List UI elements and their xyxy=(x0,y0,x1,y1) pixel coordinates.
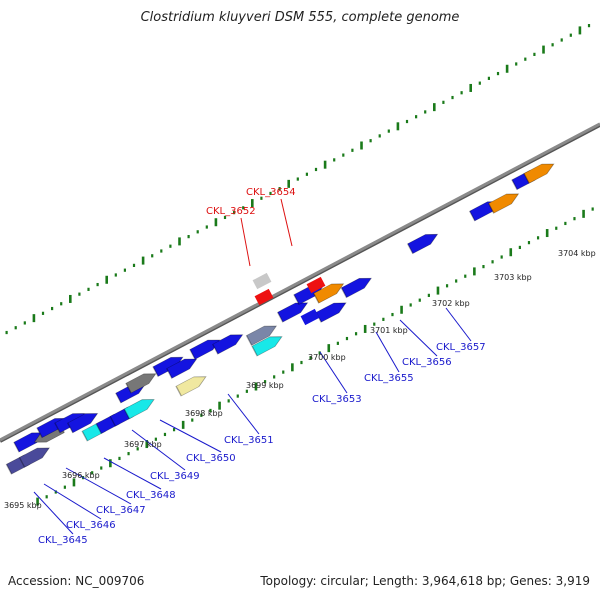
gene-blue xyxy=(66,413,99,434)
accession-text: Accession: NC_009706 xyxy=(8,574,145,588)
leader-line xyxy=(131,429,186,471)
leader-line xyxy=(103,457,162,490)
gene-orange xyxy=(312,283,345,304)
kbp-label: 3698 kbp xyxy=(185,409,223,418)
gene-label[interactable]: CKL_3649 xyxy=(150,471,200,482)
kbp-scale-labels: 3695 kbp 3696 kbp 3697 kbp 3698 kbp 3699 kbp… xyxy=(4,249,596,510)
leader-line xyxy=(159,419,222,453)
gene-label[interactable]: CKL_3648 xyxy=(126,490,176,501)
gene-label[interactable]: CKL_3654 xyxy=(246,187,296,198)
gene-navy xyxy=(18,447,51,468)
gene-blue xyxy=(406,233,439,255)
gene-slate xyxy=(245,325,278,346)
gene-khaki xyxy=(175,376,207,397)
backbone-line xyxy=(0,122,600,442)
kbp-label: 3695 kbp xyxy=(4,501,42,510)
gene-label[interactable]: CKL_3645 xyxy=(38,535,88,546)
leader-line xyxy=(280,198,293,247)
gene-blue xyxy=(300,308,320,326)
gene-blue xyxy=(340,277,373,299)
gene-lightgray xyxy=(252,272,272,290)
gene-blue xyxy=(212,334,244,355)
gene-label[interactable]: CKL_3650 xyxy=(186,453,236,464)
leader-line xyxy=(43,483,102,520)
gene-label[interactable]: CKL_3655 xyxy=(364,373,414,384)
leader-line xyxy=(319,351,348,394)
gene-blue xyxy=(166,358,198,379)
leader-line xyxy=(65,467,132,505)
label-leader-lines xyxy=(33,198,472,535)
gene-blue xyxy=(315,302,347,323)
kbp-label: 3704 kbp xyxy=(558,249,596,258)
genome-title: Clostridium kluyveri DSM 555, complete g… xyxy=(140,10,460,25)
gene-orange xyxy=(523,163,555,184)
gene-red xyxy=(306,276,326,294)
kbp-label: 3703 kbp xyxy=(494,273,532,282)
gene-red xyxy=(254,288,274,306)
leader-line xyxy=(375,331,400,373)
kbp-label: 3702 kbp xyxy=(432,299,470,308)
genome-backbone xyxy=(0,122,600,443)
leader-line xyxy=(33,491,74,535)
gene-label[interactable]: CKL_3657 xyxy=(436,342,486,353)
kbp-label: 3697 kbp xyxy=(124,440,162,449)
gene-cyan xyxy=(123,399,155,420)
kbp-label: 3696 kbp xyxy=(62,471,100,480)
gene-features xyxy=(5,163,555,475)
leader-line xyxy=(399,319,438,357)
gene-label[interactable]: CKL_3651 xyxy=(224,435,274,446)
leader-line xyxy=(240,217,251,267)
gene-label[interactable]: CKL_3656 xyxy=(402,357,452,368)
gene-label[interactable]: CKL_3652 xyxy=(206,206,256,217)
gene-orange xyxy=(487,193,520,214)
genome-summary-text: Topology: circular; Length: 3,964,618 bp… xyxy=(260,574,590,588)
kbp-label: 3701 kbp xyxy=(370,326,408,335)
gene-cyan xyxy=(251,336,283,357)
leader-line xyxy=(227,393,260,435)
gene-labels: CKL_3645 CKL_3646 CKL_3647 CKL_3648 CKL_3649… xyxy=(38,187,486,546)
tick-marks xyxy=(5,24,594,506)
kbp-label: 3699 kbp xyxy=(246,381,284,390)
leader-line xyxy=(445,307,472,342)
gene-label[interactable]: CKL_3647 xyxy=(96,505,146,516)
gene-label[interactable]: CKL_3646 xyxy=(66,520,116,531)
gene-label[interactable]: CKL_3653 xyxy=(312,394,362,405)
gene-blue xyxy=(276,302,309,323)
gene-gray xyxy=(125,373,157,394)
kbp-label: 3700 kbp xyxy=(308,353,346,362)
